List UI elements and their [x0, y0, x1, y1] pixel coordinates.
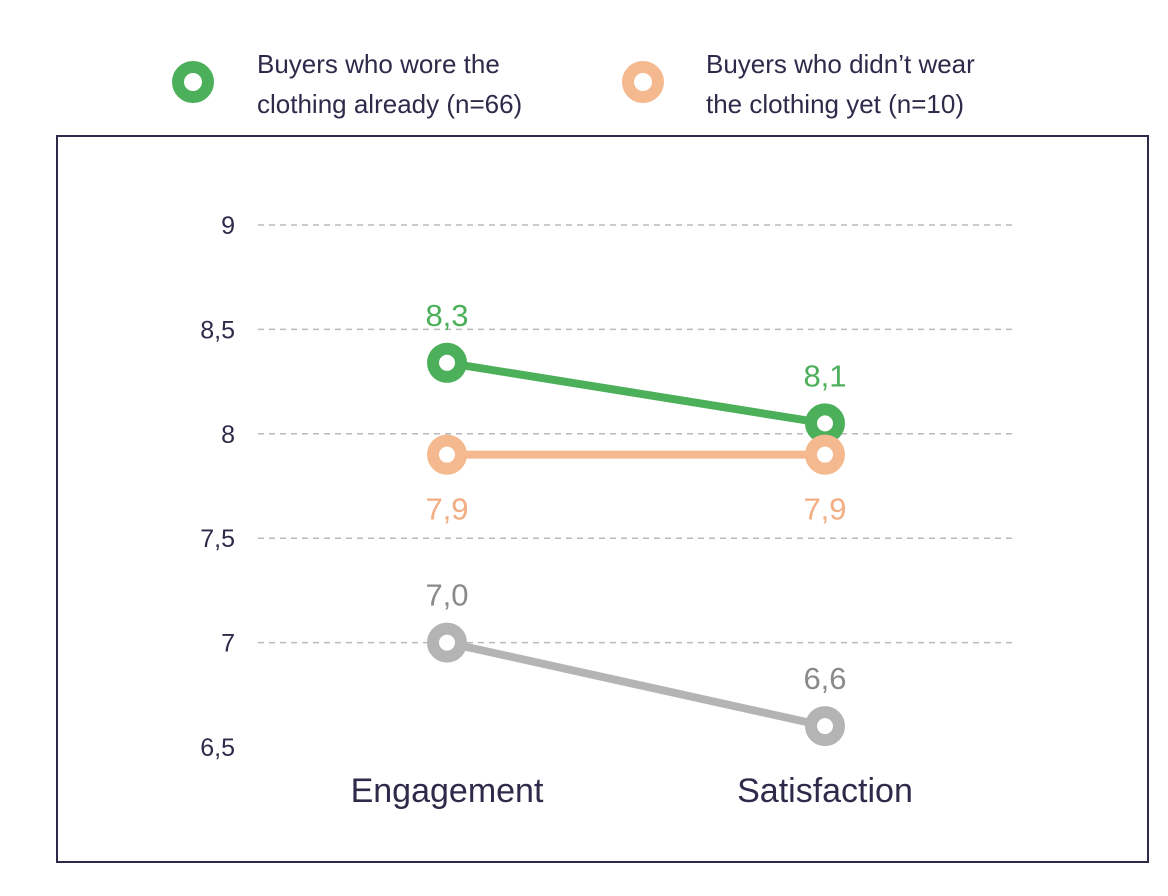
data-point: [805, 434, 845, 475]
legend-item: Buyers who didn’t wear the clothing yet (…: [622, 49, 975, 119]
y-tick-label: 7,5: [200, 525, 235, 553]
data-label: 8,1: [803, 358, 846, 393]
legend-marker: [172, 61, 214, 103]
data-point: [805, 403, 845, 444]
data-point: [805, 706, 845, 747]
series-1: 7,9 7,9: [425, 434, 847, 527]
y-tick-label: 9: [221, 212, 235, 240]
x-tick-label: Engagement: [351, 772, 544, 810]
series-group: 8,3 8,1 7,9 7,9 7,0 6,6: [425, 298, 847, 747]
y-tick-label: 7: [221, 630, 235, 658]
series-2: 7,0 6,6: [425, 578, 847, 747]
x-axis: Engagement Satisfaction: [351, 772, 913, 810]
data-label: 8,3: [425, 298, 468, 333]
chart-frame: [56, 135, 1149, 863]
data-label: 7,9: [803, 492, 846, 527]
y-tick-label: 6,5: [200, 734, 235, 762]
gridlines: [258, 224, 1016, 644]
legend-marker: [622, 61, 664, 103]
data-point: [427, 342, 467, 383]
data-point: [427, 434, 467, 475]
legend-label: Buyers who didn’t wear: [706, 49, 975, 79]
series-line: [443, 358, 829, 428]
legend-label: clothing already (n=66): [257, 89, 522, 119]
legend: Buyers who wore the clothing already (n=6…: [172, 49, 975, 119]
y-axis: 9 8,5 8 7,5 7 6,5: [200, 212, 235, 762]
data-label: 7,9: [425, 492, 468, 527]
series-0: 8,3 8,1: [425, 298, 847, 444]
data-label: 6,6: [803, 661, 846, 696]
data-point: [427, 622, 467, 663]
legend-label: the clothing yet (n=10): [706, 89, 964, 119]
legend-label: Buyers who wore the: [257, 49, 500, 79]
x-tick-label: Satisfaction: [737, 772, 913, 810]
y-tick-label: 8: [221, 421, 235, 449]
legend-item: Buyers who wore the clothing already (n=6…: [172, 49, 522, 119]
y-tick-label: 8,5: [200, 316, 235, 344]
series-line: [443, 638, 829, 731]
data-label: 7,0: [425, 578, 468, 613]
